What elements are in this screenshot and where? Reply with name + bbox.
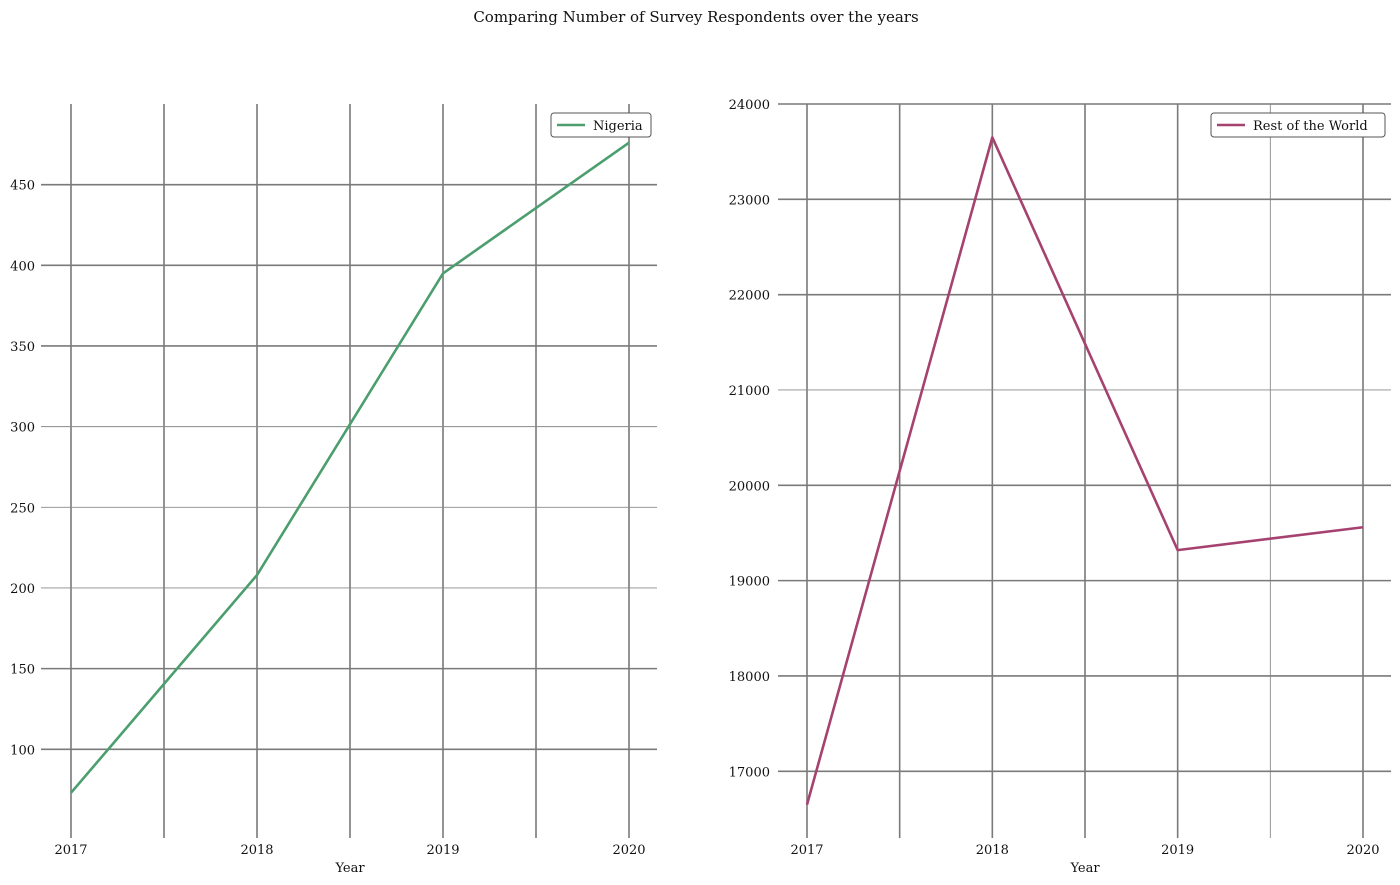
y-tick-label: 100 bbox=[10, 743, 35, 758]
y-tick-label: 400 bbox=[10, 259, 35, 274]
y-tick-label: 300 bbox=[10, 421, 35, 436]
y-tick-label: 18000 bbox=[729, 670, 770, 685]
y-tick-label: 22000 bbox=[729, 289, 770, 304]
y-tick-label: 150 bbox=[10, 663, 35, 678]
y-tick-label: 21000 bbox=[729, 384, 770, 399]
x-tick-label: 2020 bbox=[1346, 843, 1379, 858]
legend-label: Rest of the World bbox=[1253, 119, 1368, 134]
legend-label: Nigeria bbox=[593, 119, 643, 134]
legend-box bbox=[550, 112, 652, 138]
chart-panel-nigeria: 100 150 200 250 300 350 400 450 2017 2018 2019 2020… bbox=[10, 104, 657, 876]
x-tick-label: 2018 bbox=[976, 843, 1009, 858]
x-tick-label: 2018 bbox=[240, 843, 273, 858]
x-tick-label: 2017 bbox=[54, 843, 87, 858]
series-line bbox=[805, 136, 1364, 805]
chart-panel-rest-of-world: 17000 18000 19000 20000 21000 22000 23000 24000… bbox=[729, 98, 1391, 876]
x-tick-label: 2019 bbox=[1161, 843, 1194, 858]
figure-title: Comparing Number of Survey Respondents o… bbox=[473, 8, 918, 26]
y-tick-label: 200 bbox=[10, 582, 35, 597]
y-tick-label: 24000 bbox=[729, 98, 770, 113]
legend-box bbox=[1210, 112, 1386, 138]
y-tick-label: 23000 bbox=[729, 193, 770, 208]
x-axis-label: Year bbox=[1069, 861, 1100, 876]
y-tick-label: 20000 bbox=[729, 479, 770, 494]
x-tick-label: 2020 bbox=[612, 843, 645, 858]
y-tick-label: 17000 bbox=[729, 765, 770, 780]
y-tick-label: 250 bbox=[10, 501, 35, 516]
x-tick-label: 2019 bbox=[426, 843, 459, 858]
y-tick-label: 450 bbox=[10, 179, 35, 194]
legend: Nigeria bbox=[550, 112, 652, 138]
x-tick-label: 2017 bbox=[790, 843, 823, 858]
y-tick-label: 350 bbox=[10, 340, 35, 355]
series-line bbox=[70, 141, 630, 794]
legend: Rest of the World bbox=[1210, 112, 1386, 138]
x-axis-label: Year bbox=[334, 861, 365, 876]
y-tick-label: 19000 bbox=[729, 575, 770, 590]
